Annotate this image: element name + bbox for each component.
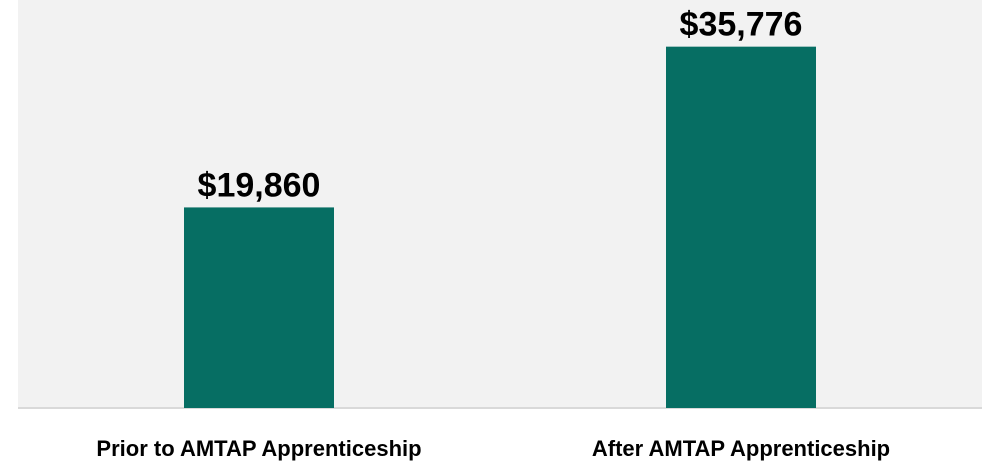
x-tick-label: Prior to AMTAP Apprenticeship bbox=[96, 436, 421, 461]
x-tick-label: After AMTAP Apprenticeship bbox=[592, 436, 890, 461]
bar bbox=[666, 46, 816, 408]
bar bbox=[184, 207, 334, 408]
value-label: $19,860 bbox=[198, 166, 321, 204]
plot-area bbox=[18, 0, 982, 408]
value-label: $35,776 bbox=[680, 6, 803, 44]
